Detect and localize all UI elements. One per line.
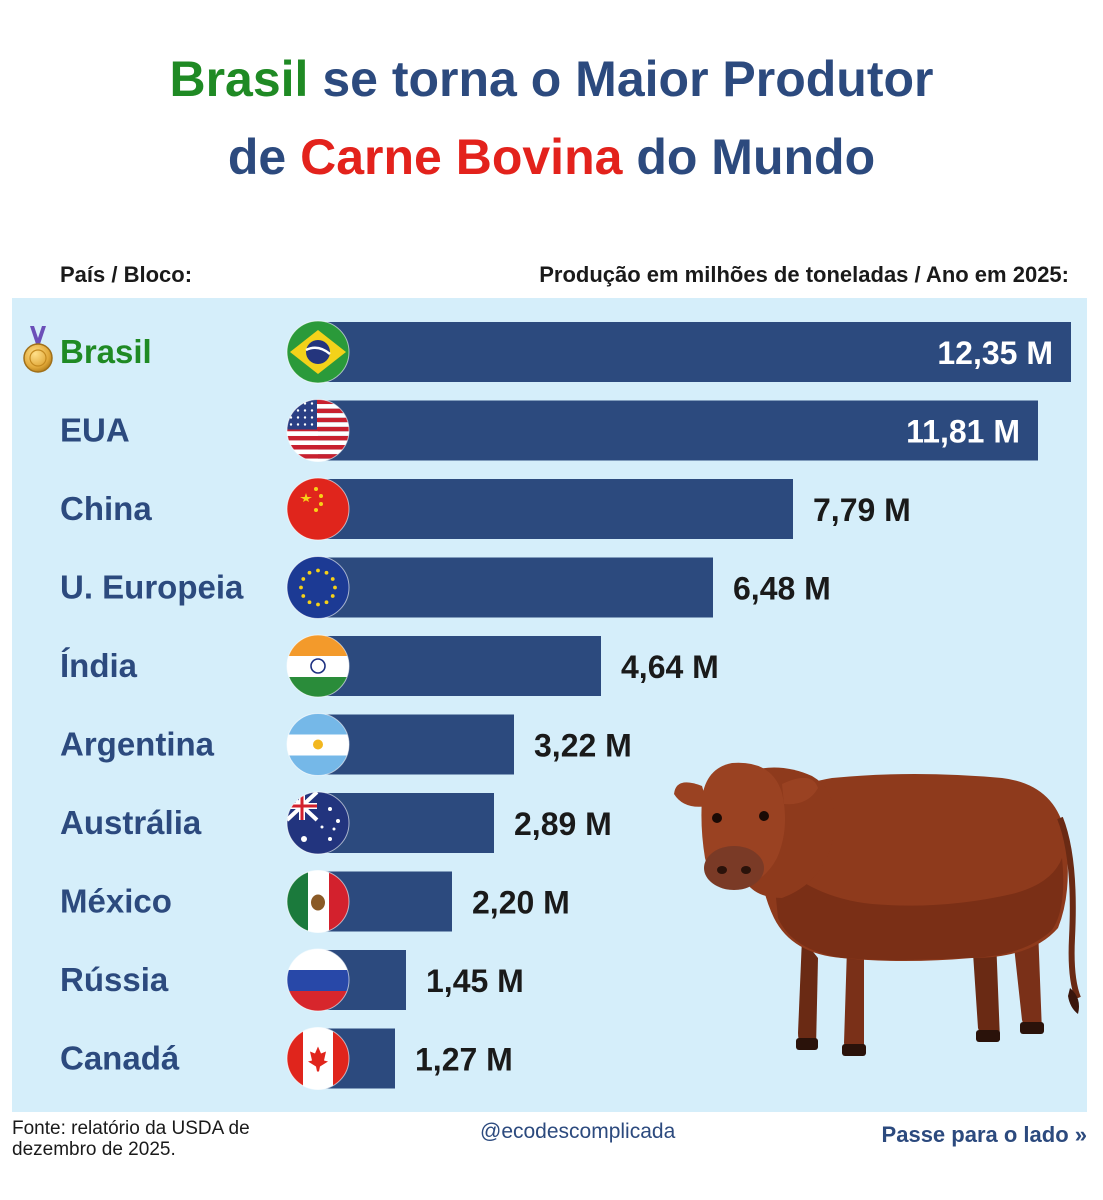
- value-label: 11,81 M: [906, 414, 1020, 450]
- value-label: 12,35 M: [937, 335, 1053, 371]
- title-line-2: de Carne Bovina do Mundo: [227, 129, 876, 185]
- bar-row: China 7,79 M: [60, 477, 911, 541]
- value-label: 2,89 M: [514, 806, 612, 842]
- category-label: Canadá: [60, 1040, 180, 1077]
- bar-row: EUA 11,81 M: [60, 399, 1038, 462]
- bar: [318, 557, 713, 618]
- author-handle: @ecodescomplicada: [480, 1120, 676, 1143]
- argentina-flag-icon: [287, 713, 349, 776]
- gold-medal-icon: [23, 326, 53, 373]
- bar-row: Índia 4,64 M: [60, 634, 719, 698]
- bar: [318, 636, 601, 696]
- russia-flag-icon: [287, 949, 349, 1011]
- bar: [318, 322, 1071, 382]
- category-label: Rússia: [60, 961, 169, 998]
- category-label: EUA: [60, 412, 130, 449]
- chart-panel: Brasil 12,35 M EUA 11,81 M China 7,79 M U. Eur…: [12, 298, 1087, 1112]
- value-label: 4,64 M: [621, 649, 719, 685]
- china-flag-icon: [287, 478, 349, 540]
- bar-row: Brasil 12,35 M: [23, 320, 1071, 384]
- value-label: 3,22 M: [534, 728, 632, 764]
- eu-flag-icon: [287, 556, 349, 619]
- value-label: 6,48 M: [733, 571, 831, 607]
- value-header: Produção em milhões de toneladas / Ano e…: [539, 262, 1069, 287]
- bar-row: U. Europeia 6,48 M: [60, 556, 831, 619]
- page-title: Brasil se torna o Maior Produtor de Carn…: [0, 40, 1103, 196]
- category-label: Índia: [60, 647, 138, 684]
- brazil-flag-icon: [287, 321, 349, 383]
- next-slide-label: Passe para o lado: [881, 1122, 1069, 1147]
- value-label: 1,45 M: [426, 963, 524, 999]
- bar: [318, 714, 514, 775]
- cow-illustration: [674, 762, 1081, 1056]
- bar-row: Argentina 3,22 M: [60, 713, 632, 776]
- category-label: Argentina: [60, 726, 215, 763]
- next-slide-link[interactable]: Passe para o lado »: [882, 1122, 1087, 1148]
- category-label: U. Europeia: [60, 569, 244, 606]
- title-line-1: Brasil se torna o Maior Produtor: [169, 51, 934, 107]
- value-label: 7,79 M: [813, 492, 911, 528]
- bar-row: Austrália 2,89 M: [60, 791, 612, 855]
- value-label: 2,20 M: [472, 885, 570, 921]
- bar: [318, 479, 793, 539]
- bar-chart: Brasil 12,35 M EUA 11,81 M China 7,79 M U. Eur…: [23, 320, 1081, 1090]
- category-label: México: [60, 883, 172, 920]
- double-chevron-right-icon: »: [1068, 1122, 1087, 1147]
- category-label: China: [60, 490, 152, 527]
- mexico-flag-icon: [287, 870, 349, 933]
- bar-row: Canadá 1,27 M: [60, 1027, 513, 1090]
- bar-row: México 2,20 M: [60, 870, 570, 933]
- value-label: 1,27 M: [415, 1042, 513, 1078]
- category-label: Brasil: [60, 333, 152, 370]
- category-header: País / Bloco:: [60, 262, 193, 287]
- usa-flag-icon: [287, 399, 349, 462]
- source-note: Fonte: relatório da USDA de dezembro de …: [12, 1118, 250, 1160]
- bar-row: Rússia 1,45 M: [60, 948, 524, 1012]
- bar: [318, 400, 1038, 461]
- india-flag-icon: [287, 635, 349, 697]
- category-label: Austrália: [60, 804, 202, 841]
